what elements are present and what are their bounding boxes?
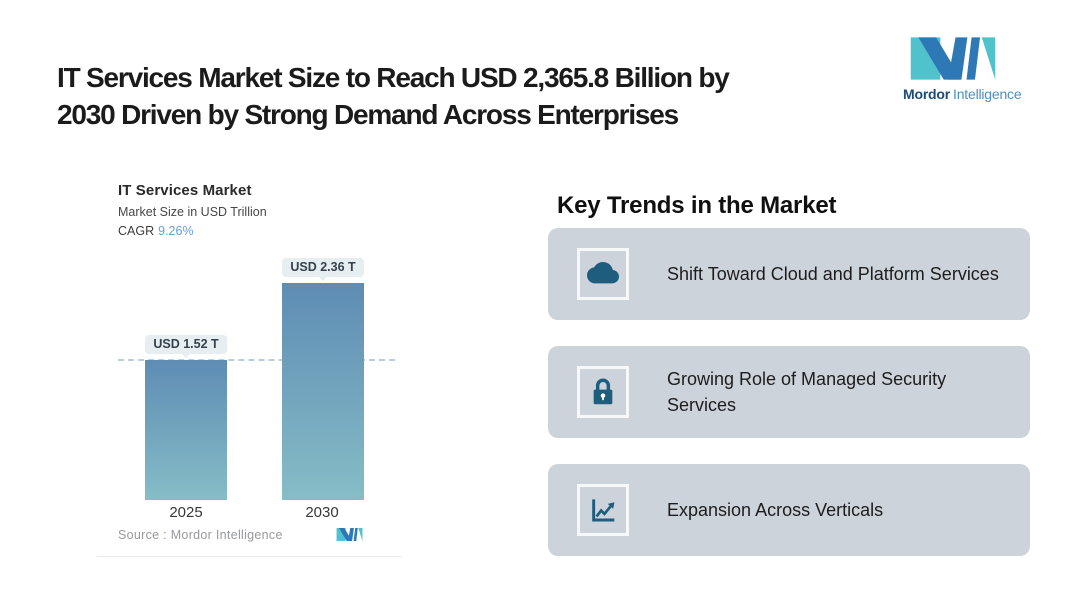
trend-card-label: Expansion Across Verticals (667, 500, 884, 520)
bar-2025 (145, 360, 227, 500)
plot-area: USD 1.52 T USD 2.36 T (97, 170, 402, 500)
cloud-icon (587, 262, 619, 284)
trend-card-verticals: Expansion Across Verticals (548, 464, 1030, 556)
market-bar-chart: IT Services Market Market Size in USD Tr… (97, 170, 402, 560)
lock-icon (593, 378, 613, 405)
x-tick-2025: 2025 (169, 504, 203, 521)
cagr-label: CAGR (118, 224, 155, 238)
page-title: IT Services Market Size to Reach USD 2,3… (57, 59, 887, 133)
trend-card-security: Growing Role of Managed Security Service… (548, 346, 1030, 438)
bar-group-2025: USD 1.52 T (145, 335, 227, 500)
trend-card-label: Growing Role of Managed Security Service… (667, 369, 947, 415)
brand-logo: Mordor Intelligence (903, 34, 1022, 102)
x-tick-2030: 2030 (305, 504, 339, 521)
chart-source-row: Source : Mordor Intelligence (118, 527, 363, 542)
page-title-line1: IT Services Market Size to Reach USD 2,3… (57, 61, 730, 93)
icon-box (577, 484, 629, 536)
chart-title: IT Services Market (118, 182, 252, 199)
value-label-2025: USD 1.52 T (145, 335, 227, 358)
brand-word-intelligence: Intelligence (953, 86, 1022, 102)
bar-group-2030: USD 2.36 T (282, 258, 364, 500)
brand-wordmark: Mordor Intelligence (903, 86, 1022, 102)
page-title-line2: 2030 Driven by Strong Demand Across Ente… (57, 98, 679, 130)
source-text: Source : Mordor Intelligence (118, 527, 283, 542)
chart-bottom-divider (97, 556, 402, 557)
chart-cagr: CAGR 9.26% (118, 224, 194, 238)
brand-word-mordor: Mordor (903, 86, 951, 102)
mordor-logo-small-icon (336, 528, 363, 541)
trend-chart-icon (592, 499, 615, 522)
icon-box (577, 248, 629, 300)
bar-2030 (282, 283, 364, 500)
trend-card-label: Shift Toward Cloud and Platform Services (667, 264, 999, 284)
key-trends-heading: Key Trends in the Market (557, 191, 837, 219)
mordor-logo-icon (910, 37, 996, 80)
key-trends-list: Shift Toward Cloud and Platform Services… (548, 228, 1030, 556)
trend-card-cloud: Shift Toward Cloud and Platform Services (548, 228, 1030, 320)
value-label-2030: USD 2.36 T (282, 258, 364, 281)
chart-subtitle: Market Size in USD Trillion (118, 205, 267, 219)
cagr-value: 9.26% (158, 224, 194, 238)
icon-box (577, 366, 629, 418)
reference-dashed-line (118, 359, 395, 361)
